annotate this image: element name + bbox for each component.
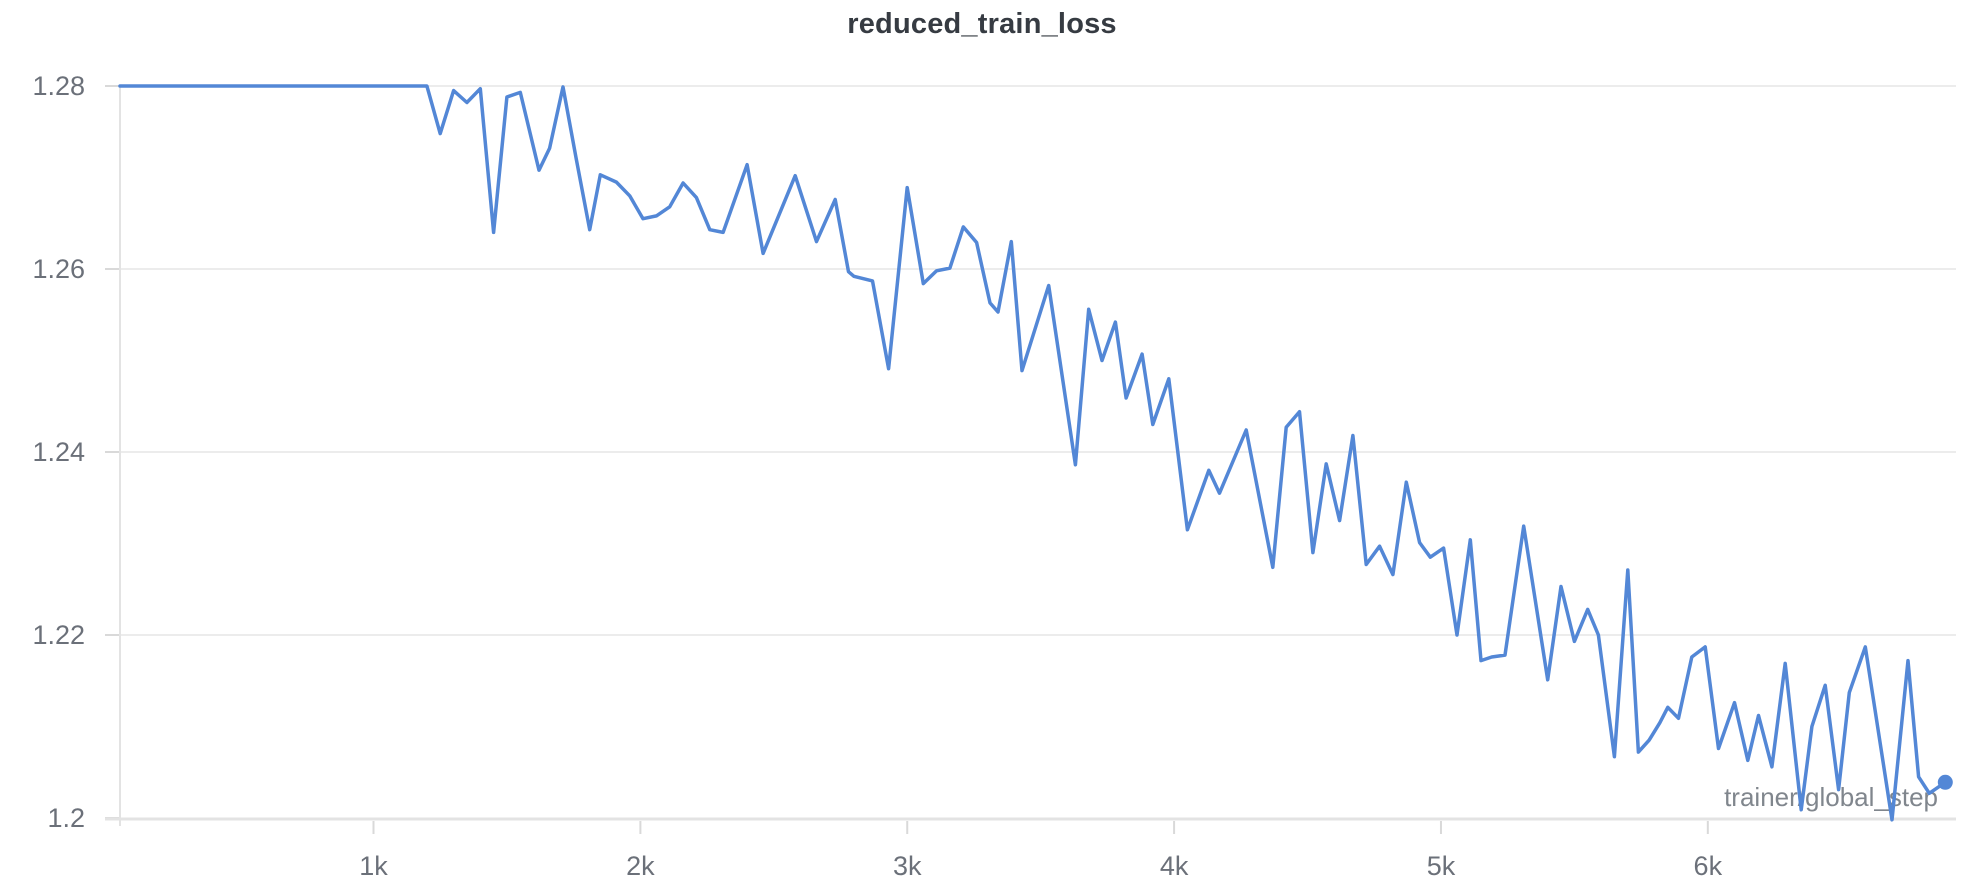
y-tick-label: 1.28 (32, 71, 85, 101)
y-tick-label: 1.26 (32, 254, 85, 284)
loss-line-series[interactable] (118, 84, 1948, 822)
y-tick-label: 1.2 (47, 803, 85, 833)
x-tick-label: 5k (1427, 851, 1456, 881)
y-tick-label: 1.22 (32, 620, 85, 650)
chart-title: reduced_train_loss (847, 8, 1117, 40)
last-point-marker[interactable] (1937, 774, 1953, 790)
x-tick-label: 4k (1160, 851, 1189, 881)
x-axis-title: trainer/global_step (1724, 782, 1938, 812)
x-tick-label: 3k (893, 851, 922, 881)
y-tick-label: 1.24 (32, 437, 85, 467)
x-tick-label: 6k (1694, 851, 1723, 881)
x-tick-label: 1k (359, 851, 388, 881)
x-tick-label: 2k (626, 851, 655, 881)
